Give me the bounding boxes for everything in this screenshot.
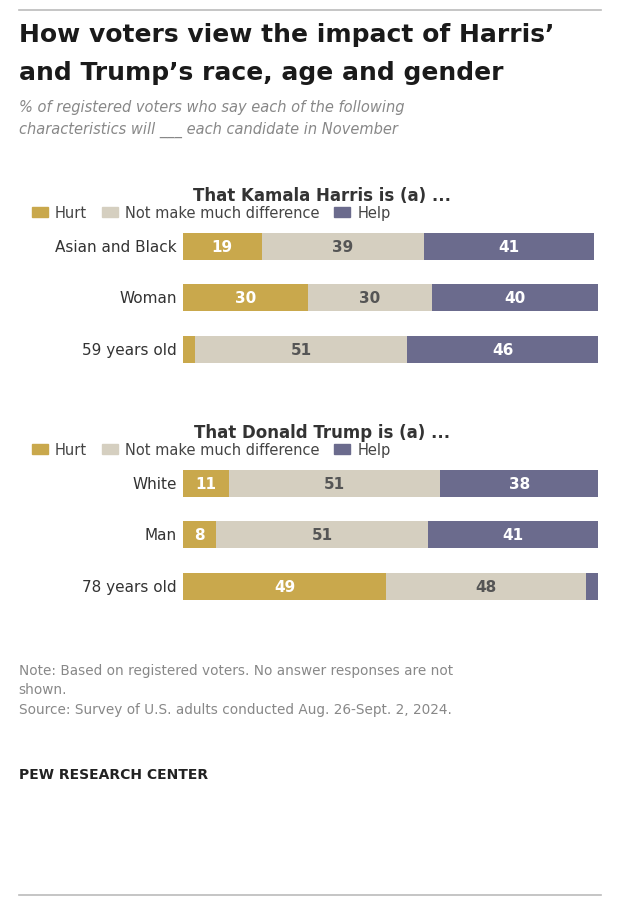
Text: 51: 51 [311,527,332,543]
Legend: Hurt, Not make much difference, Help: Hurt, Not make much difference, Help [26,200,397,227]
Text: That Kamala Harris is (a) ...: That Kamala Harris is (a) ... [193,187,451,205]
Text: 11: 11 [195,476,216,491]
Bar [229,470,440,497]
Bar [424,233,594,261]
Text: PEW RESEARCH CENTER: PEW RESEARCH CENTER [19,767,208,781]
Legend: Hurt, Not make much difference, Help: Hurt, Not make much difference, Help [26,436,397,464]
Text: % of registered voters who say each of the following
characteristics will ___ ea: % of registered voters who say each of t… [19,100,404,138]
Text: Note: Based on registered voters. No answer responses are not
shown.
Source: Sur: Note: Based on registered voters. No ans… [19,663,453,716]
Bar [183,233,262,261]
Bar [308,285,432,312]
Text: 41: 41 [503,527,524,543]
Text: 38: 38 [509,476,530,491]
Text: 39: 39 [332,240,353,254]
Bar [262,233,424,261]
Bar [183,573,386,600]
Text: 51: 51 [324,476,345,491]
Bar [440,470,598,497]
Bar [586,573,598,600]
Text: Woman: Woman [119,291,177,306]
Text: Asian and Black: Asian and Black [55,240,177,254]
Text: 78 years old: 78 years old [82,579,177,594]
Text: 51: 51 [291,343,312,357]
Text: 49: 49 [274,579,295,594]
Text: 30: 30 [359,291,381,306]
Bar [216,522,428,548]
Text: White: White [132,476,177,491]
Text: 30: 30 [234,291,256,306]
Text: 40: 40 [505,291,526,306]
Text: 46: 46 [492,343,513,357]
Text: 41: 41 [498,240,520,254]
Text: That Donald Trump is (a) ...: That Donald Trump is (a) ... [194,424,451,442]
Bar [183,470,229,497]
Bar [407,336,598,363]
Bar [428,522,598,548]
Text: Man: Man [144,527,177,543]
Text: 59 years old: 59 years old [82,343,177,357]
Bar [432,285,598,312]
Bar [195,336,407,363]
Bar [183,522,216,548]
Text: 8: 8 [194,527,205,543]
Text: 48: 48 [476,579,497,594]
Text: 19: 19 [212,240,233,254]
Text: How voters view the impact of Harris’: How voters view the impact of Harris’ [19,23,554,46]
Bar [183,336,195,363]
Bar [183,285,308,312]
Bar [386,573,586,600]
Text: and Trump’s race, age and gender: and Trump’s race, age and gender [19,61,503,85]
